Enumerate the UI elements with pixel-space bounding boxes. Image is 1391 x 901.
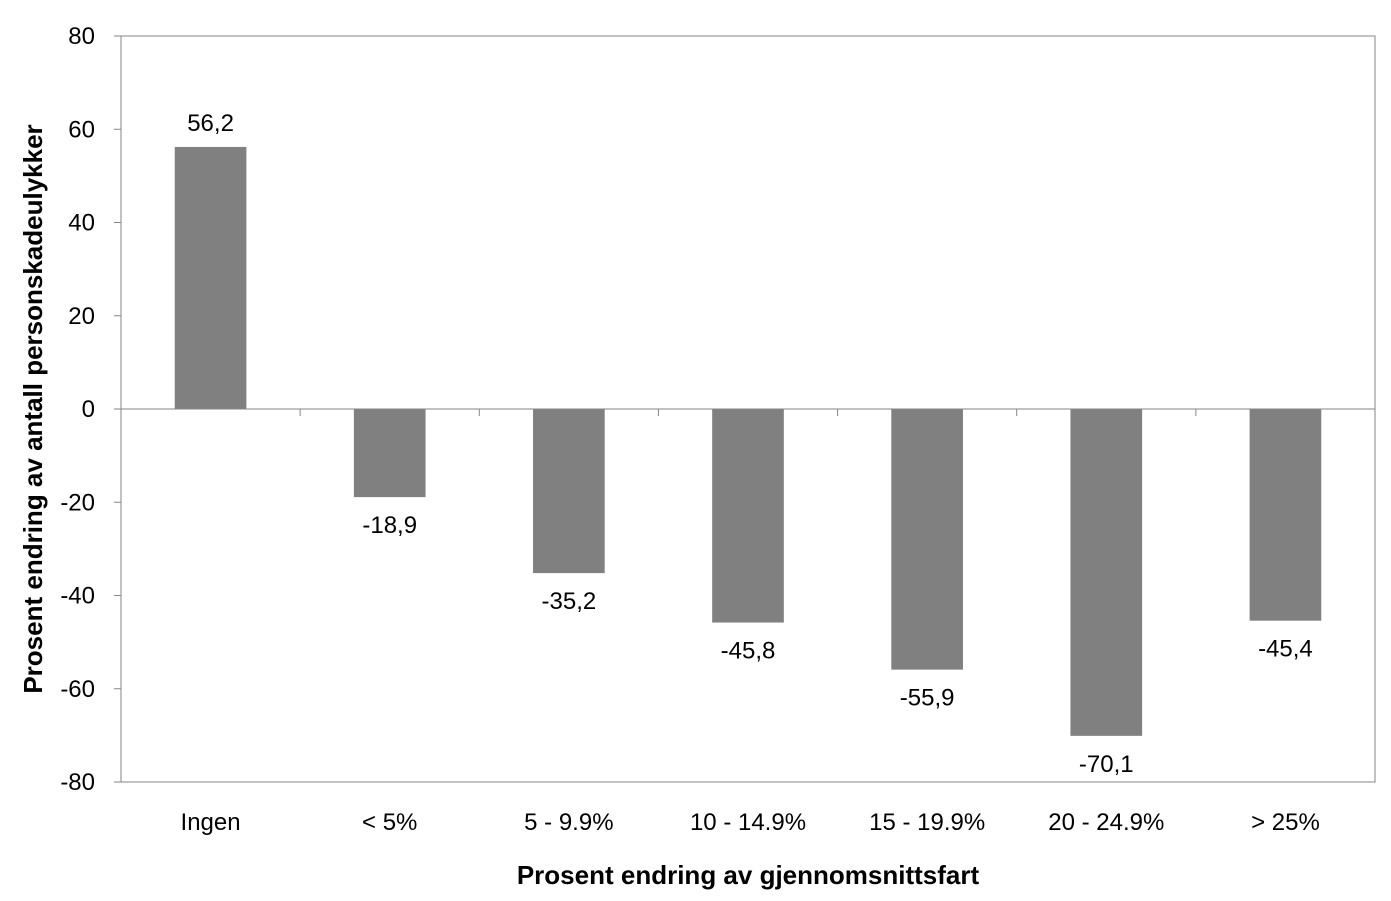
bar-value-label: -35,2: [542, 588, 597, 615]
x-tick-label: 15 - 19.9%: [869, 809, 985, 836]
bar-value-label: -18,9: [362, 512, 417, 539]
bar: [712, 409, 784, 623]
x-axis: Ingen < 5% 5 - 9.9% 10 - 14.9% 15 - 19.9% 20 …: [120, 409, 1376, 836]
bar-value-label: -70,1: [1079, 751, 1134, 778]
y-axis-title: Prosent endring av antall personskadeuly…: [18, 124, 48, 693]
x-tick-label: < 5%: [362, 809, 417, 836]
bar: [1070, 409, 1143, 736]
y-tick-label: -20: [60, 489, 95, 516]
bar-value-label: -45,4: [1258, 636, 1313, 663]
bar: [353, 409, 426, 498]
y-tick-label: 0: [82, 396, 95, 423]
bar: [533, 409, 605, 574]
x-tick-label: 5 - 9.9%: [524, 809, 613, 836]
data-labels: 56,2 -18,9 -35,2 -45,8 -55,9 -70,1 -45,4: [187, 110, 1313, 778]
x-tick-label: > 25%: [1251, 809, 1320, 836]
x-axis-title: Prosent endring av gjennomsnittsfart: [517, 860, 980, 890]
bar: [1249, 409, 1322, 621]
x-tick-label: 10 - 14.9%: [690, 809, 806, 836]
y-tick-label: 40: [68, 210, 95, 237]
y-tick-label: 80: [68, 23, 95, 50]
x-tick-label: Ingen: [181, 809, 241, 836]
y-axis: 80 60 40 20 0 -20 -40 -60 -80: [60, 23, 121, 796]
bar-series: [174, 146, 1322, 736]
y-tick-label: 20: [68, 303, 95, 330]
bar-value-label: -45,8: [721, 638, 776, 665]
x-tick-label: 20 - 24.9%: [1048, 809, 1164, 836]
bar-value-label: 56,2: [187, 110, 234, 137]
y-tick-label: 60: [68, 116, 95, 143]
bar: [891, 409, 963, 670]
y-tick-label: -60: [60, 676, 95, 703]
y-tick-label: -40: [60, 583, 95, 610]
bar: [174, 146, 247, 409]
y-tick-label: -80: [60, 769, 95, 796]
bar-value-label: -55,9: [900, 685, 955, 712]
